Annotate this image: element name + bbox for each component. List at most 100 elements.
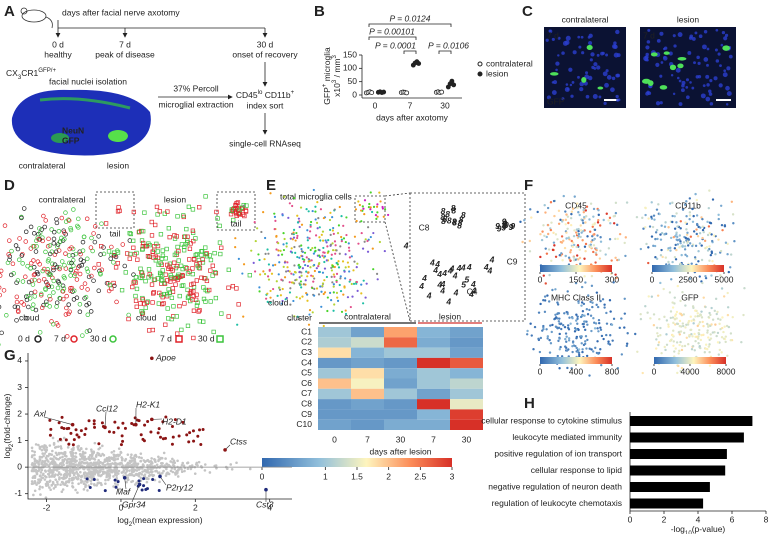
cell-marker [288,270,291,273]
cell-marker [322,292,325,296]
cluster-marker: 5 [461,280,466,290]
cell-marker [153,222,158,228]
significance-bracket [403,50,417,54]
cell-marker [344,312,348,316]
cell-marker [275,234,278,238]
cell-marker [542,224,545,227]
nucleus [605,53,609,57]
nucleus [645,45,650,50]
cell-marker [166,316,171,321]
nucleus [646,58,649,62]
cell-marker [726,253,729,256]
cell-marker [722,330,725,334]
tail-label: tail [231,218,242,228]
gene-dot [166,471,169,474]
cell-marker [554,255,558,258]
gene-label: Gpr34 [122,499,146,509]
cluster-marker: 4 [466,262,472,272]
nucleus [706,47,710,51]
cell-marker [726,242,729,246]
gene-dot [130,453,133,457]
cell-marker [608,238,612,241]
cell-marker [63,219,69,224]
cluster-marker: 4 [440,279,446,289]
cell-marker [91,231,96,236]
labeled-gene [264,487,268,492]
cell-marker [85,256,90,262]
cell-marker [309,225,312,228]
panel-label: B [314,3,325,20]
gene-dot [30,455,34,459]
heatmap-cell [417,357,450,369]
y-tick-label: cellular response to cytokine stimulus [481,415,622,425]
gene-dot [119,461,122,465]
cluster-label: C9 [507,256,518,266]
cell-marker [262,211,265,214]
cell-marker [328,291,332,294]
cell-marker [688,211,692,214]
cell-marker [592,250,595,254]
cell-marker [565,310,568,314]
cell-marker [715,312,718,316]
cell-marker [170,286,175,291]
cell-marker [350,255,353,258]
gene-dot [173,418,177,422]
cell-marker [293,315,296,318]
gene-dot [146,468,150,471]
gene-dot [38,485,42,488]
gene-dot [74,455,78,459]
cell-marker [330,299,333,302]
cell-marker [155,276,160,281]
gene-dot [82,467,86,471]
cell-marker [318,236,321,239]
cell-marker [282,265,285,268]
gene-dot [114,461,117,465]
nucleus [580,35,584,39]
cell-marker [607,340,610,343]
cluster-marker: 4 [456,263,462,273]
cell-marker [655,338,658,341]
cell-marker [664,221,667,224]
cell-marker [305,208,308,211]
x-axis-label: days after lesion [370,446,432,456]
y-axis-label-part: 2 [8,443,15,447]
cell-marker [218,251,223,257]
gene-dot [51,449,54,453]
cell-marker [576,322,579,325]
cell-marker [199,275,204,280]
cell-marker [656,294,660,297]
cell-marker [82,296,87,301]
cell-marker [132,252,137,257]
cell-marker [15,246,21,252]
cell-marker [133,275,139,280]
heatmap-cell [384,368,417,379]
nucleus [693,61,696,65]
cell-marker [585,347,588,350]
cluster-marker: 4 [403,241,409,251]
cell-marker [80,248,86,253]
heatmap-cell [450,368,483,379]
cell-marker [180,273,185,278]
cell-marker [217,223,222,229]
x-tick-label: -2 [43,502,51,512]
gene-dot [68,474,72,478]
cell-marker [718,348,722,352]
cell-marker [197,308,202,313]
cell-marker [570,367,573,370]
cell-marker [582,216,586,219]
gene-dot [118,453,122,457]
significance-bracket [368,23,452,27]
cell-marker [679,312,683,316]
cell-marker [299,206,303,209]
gene-dot [63,457,67,461]
cell-marker [111,250,117,255]
gene-dot [145,477,148,481]
cell-marker [234,201,239,206]
brain-section [11,89,151,156]
cell-marker [523,219,526,222]
gene-dot [58,477,61,481]
gene-dot [93,441,97,445]
gene-dot [113,467,117,470]
cell-marker [63,312,69,317]
cell-marker [309,230,312,233]
